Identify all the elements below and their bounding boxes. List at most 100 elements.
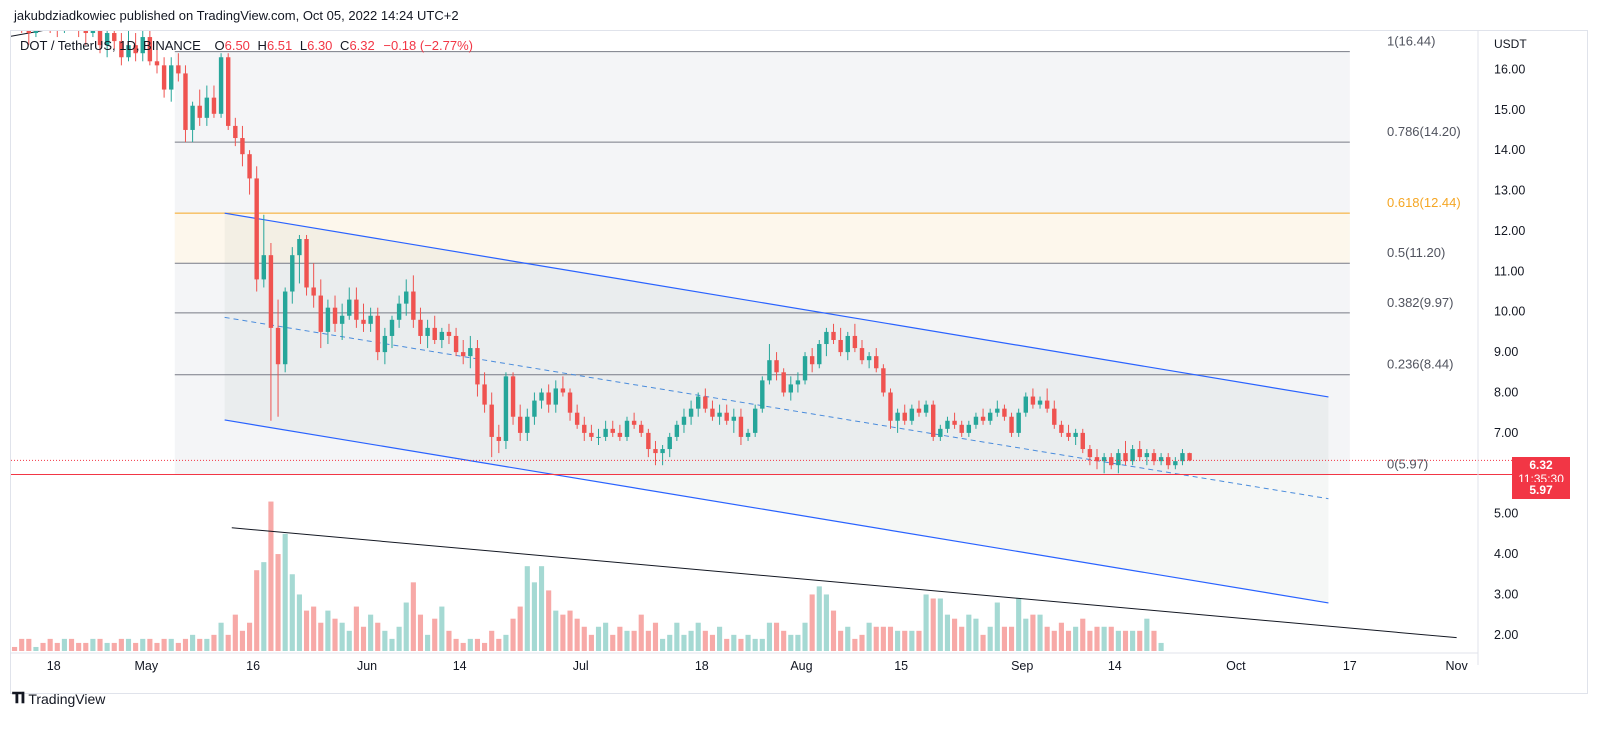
brand-name: TradingView bbox=[28, 690, 106, 707]
level-price-box: 5.97 bbox=[1512, 482, 1570, 499]
volume-bar bbox=[1130, 630, 1136, 651]
volume-bar bbox=[467, 638, 473, 651]
candle-body bbox=[396, 303, 402, 320]
volume-bar bbox=[47, 638, 53, 651]
volume-bar bbox=[709, 634, 716, 651]
candle-body bbox=[1087, 449, 1093, 458]
y-tick-label: 11.00 bbox=[1494, 264, 1524, 278]
candle-body bbox=[738, 416, 744, 437]
volume-bar bbox=[973, 618, 979, 651]
candle-body bbox=[945, 420, 950, 429]
volume-bar bbox=[417, 614, 424, 651]
candle-body bbox=[147, 37, 153, 62]
volume-bar bbox=[40, 642, 46, 651]
volume-bar bbox=[538, 566, 545, 651]
volume-bar bbox=[403, 602, 409, 651]
volume-bar bbox=[567, 610, 573, 651]
y-tick-label: 5.00 bbox=[1494, 507, 1518, 521]
x-tick-label: Jul bbox=[573, 659, 589, 673]
symbol-title[interactable]: DOT / TetherUS, 1D, BINANCE bbox=[20, 38, 201, 53]
candle-body bbox=[69, 5, 73, 21]
volume-bar bbox=[581, 626, 587, 651]
candle-body bbox=[717, 412, 722, 417]
candle-body bbox=[1080, 432, 1085, 450]
candle-body bbox=[90, 31, 96, 34]
candle-body bbox=[781, 372, 786, 393]
candle-body bbox=[745, 432, 751, 437]
volume-bar bbox=[482, 642, 488, 651]
candle-body bbox=[767, 360, 772, 381]
candle-body bbox=[838, 339, 843, 353]
volume-bar bbox=[239, 630, 246, 651]
volume-bar bbox=[930, 598, 936, 651]
volume-bar bbox=[439, 606, 445, 651]
candle-body bbox=[1030, 396, 1036, 405]
candle-body bbox=[218, 57, 224, 114]
candle-body bbox=[795, 380, 801, 385]
y-tick-label: 7.00 bbox=[1494, 426, 1518, 440]
candle-body bbox=[240, 138, 245, 155]
candle-body bbox=[446, 331, 452, 336]
candle-body bbox=[1023, 396, 1029, 413]
candle-body bbox=[1002, 408, 1007, 417]
y-axis-label: USDT bbox=[1494, 37, 1527, 51]
volume-bar bbox=[68, 638, 75, 651]
x-tick-label: 18 bbox=[695, 659, 709, 673]
x-tick-label: May bbox=[134, 659, 158, 673]
candle-body bbox=[610, 428, 615, 433]
volume-bar bbox=[1094, 626, 1100, 651]
candle-body bbox=[55, 21, 59, 29]
volume-bar bbox=[802, 622, 808, 651]
volume-bar bbox=[1073, 626, 1079, 651]
candle-body bbox=[140, 37, 145, 54]
candle-body bbox=[639, 424, 644, 433]
candle-body bbox=[361, 319, 366, 324]
candle-body bbox=[866, 356, 872, 361]
volume-bar bbox=[204, 638, 210, 651]
volume-bar bbox=[866, 622, 872, 651]
candle-body bbox=[710, 408, 715, 417]
volume-bar bbox=[19, 638, 25, 651]
candle-body bbox=[845, 335, 850, 353]
y-tick-label: 2.00 bbox=[1494, 628, 1518, 642]
volume-bar bbox=[140, 638, 146, 651]
candle-body bbox=[560, 388, 566, 393]
candle-body bbox=[332, 307, 338, 324]
volume-bar bbox=[553, 610, 559, 651]
candle-body bbox=[233, 125, 238, 139]
volume-bar bbox=[652, 622, 659, 651]
x-tick-label: 14 bbox=[453, 659, 467, 673]
candle-body bbox=[104, 33, 110, 46]
candle-body bbox=[731, 416, 737, 421]
tradingview-logo[interactable]: 𝐓𝐈 TradingView bbox=[12, 690, 105, 707]
x-tick-label: 17 bbox=[1343, 659, 1357, 673]
candle-body bbox=[453, 335, 459, 353]
volume-bar bbox=[1151, 630, 1157, 651]
volume-bar bbox=[859, 634, 865, 651]
candle-body bbox=[553, 388, 558, 405]
x-tick-label: Jun bbox=[357, 659, 377, 673]
chart-frame[interactable] bbox=[10, 30, 1588, 694]
volume-bar bbox=[880, 626, 886, 651]
volume-bar bbox=[97, 638, 103, 651]
candle-body bbox=[895, 412, 900, 421]
volume-bar bbox=[111, 642, 117, 651]
candle-body bbox=[517, 416, 523, 433]
high-label: H bbox=[257, 38, 267, 53]
candle-body bbox=[169, 65, 174, 90]
volume-bar bbox=[902, 630, 908, 651]
volume-bar bbox=[1016, 598, 1022, 651]
volume-bar bbox=[268, 501, 274, 651]
open-value: 6.50 bbox=[224, 38, 250, 53]
candle-body bbox=[1052, 408, 1057, 425]
fib-level-label: 0.5(11.20) bbox=[1387, 245, 1445, 260]
candle-body bbox=[631, 420, 637, 425]
volume-bar bbox=[645, 630, 651, 651]
candle-body bbox=[1059, 424, 1064, 433]
candle-body bbox=[525, 416, 530, 433]
volume-bar bbox=[959, 626, 965, 651]
candle-body bbox=[311, 287, 316, 296]
volume-bar bbox=[752, 638, 758, 651]
candle-body bbox=[1137, 449, 1142, 458]
